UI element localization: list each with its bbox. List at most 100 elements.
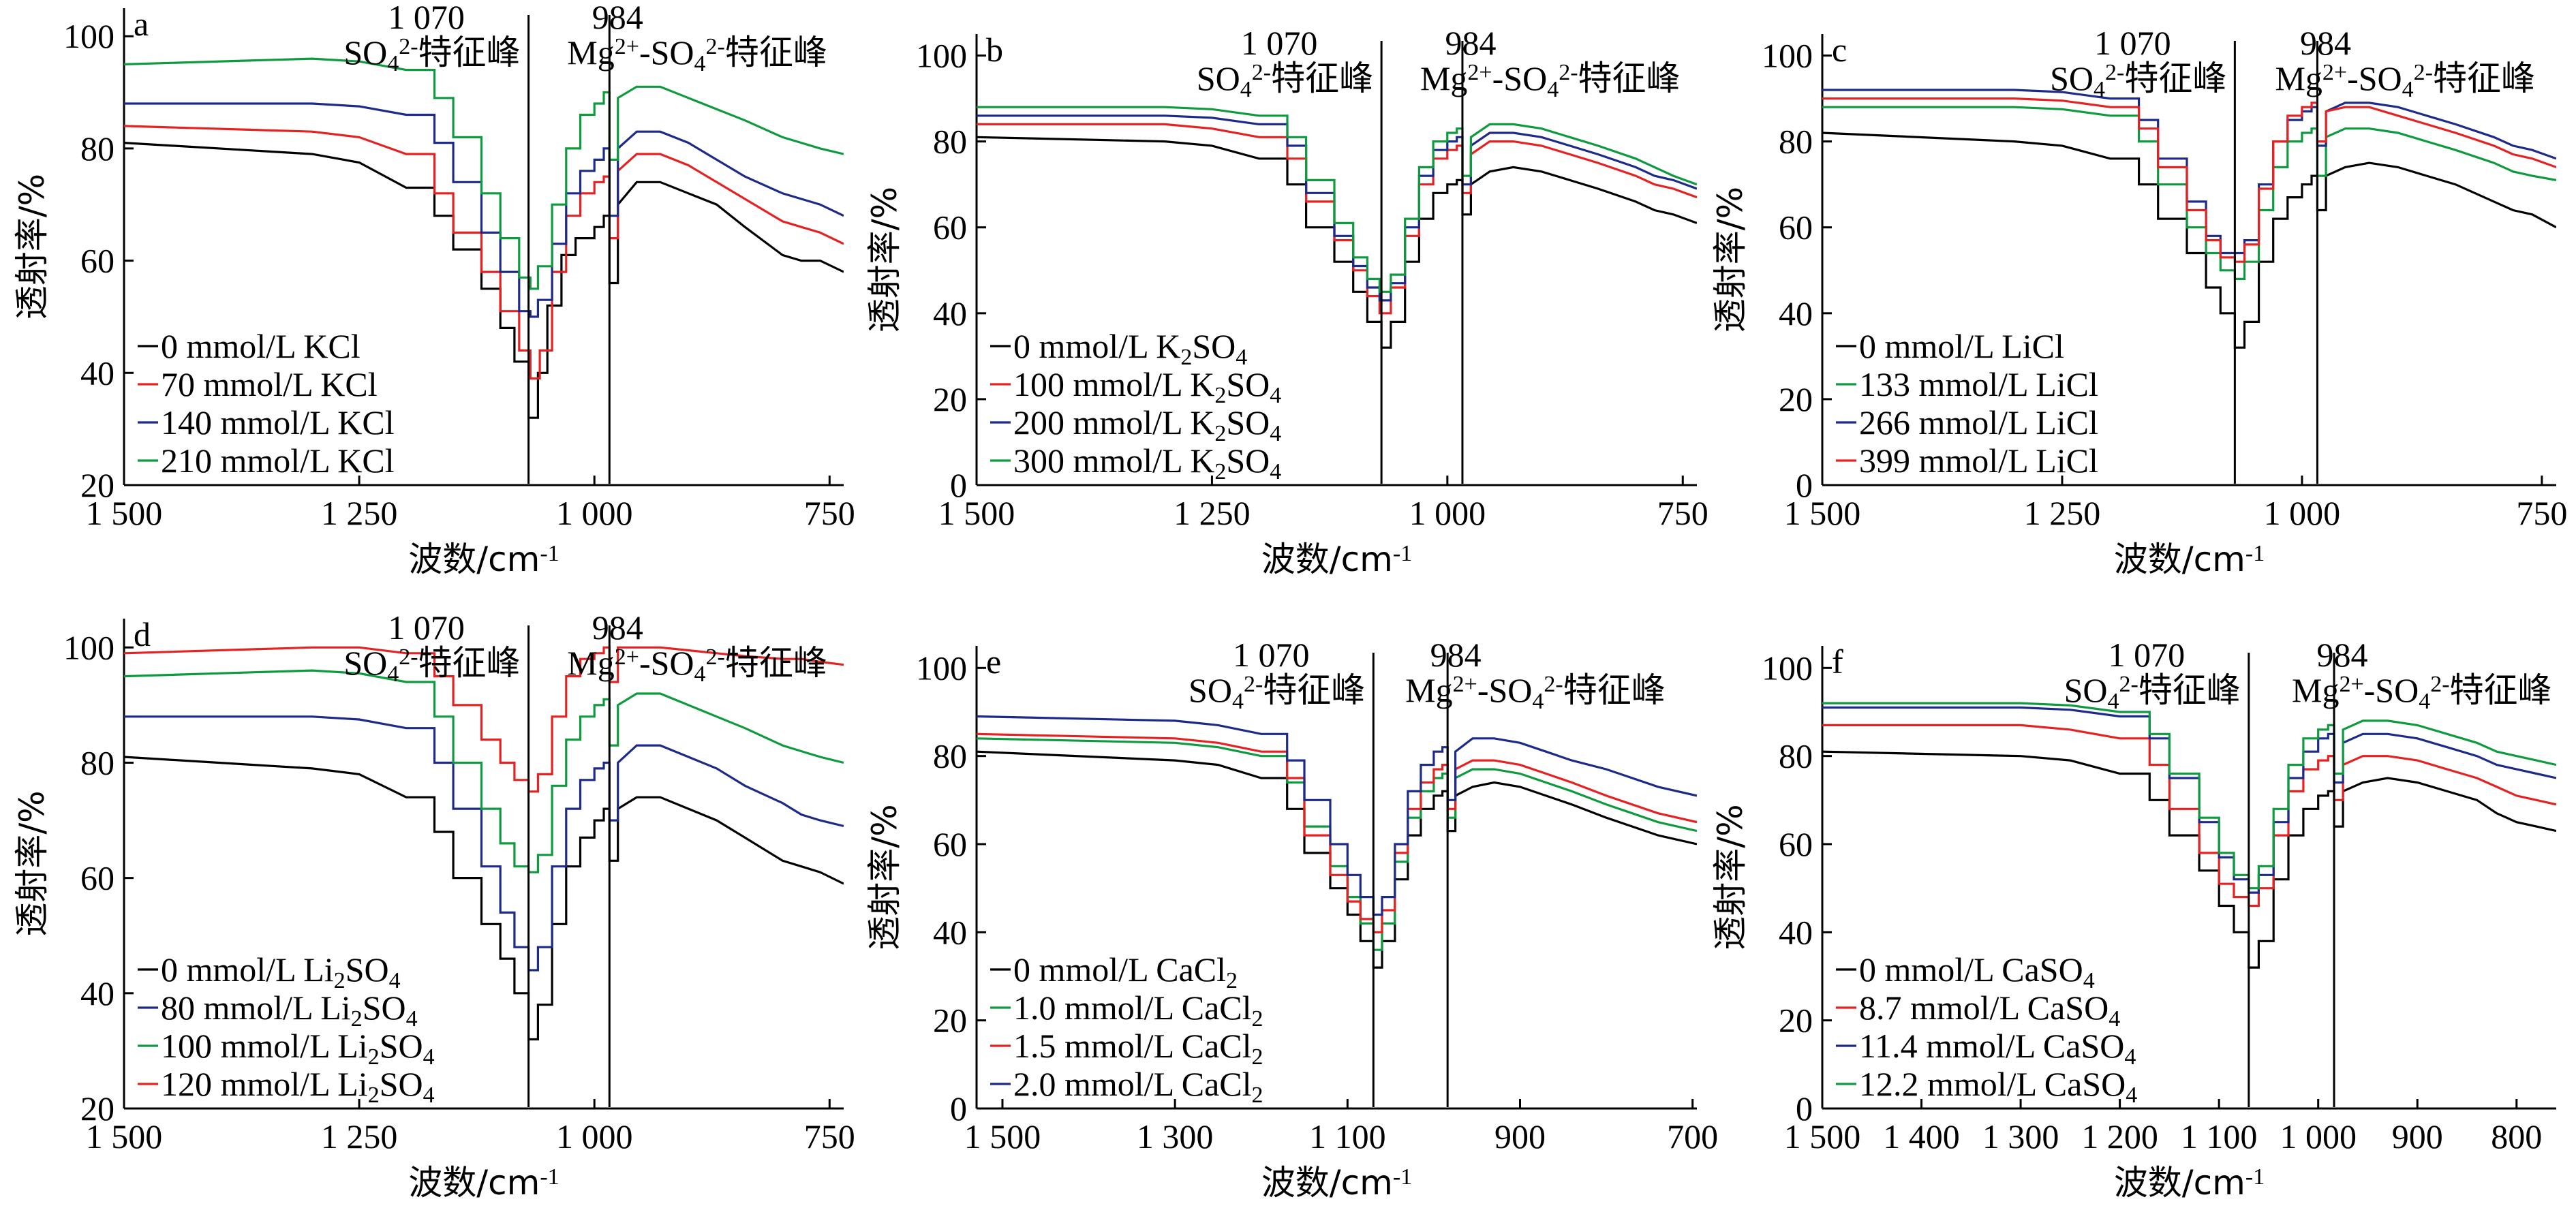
x-tick-label: 1 000: [556, 1117, 633, 1155]
x-tick-label: 1 000: [556, 494, 633, 532]
legend-entry: 300 mmol/L K2SO4: [1013, 441, 1281, 484]
series-line-2: [1822, 89, 2556, 255]
annotation-label: Mg2+-SO42-特征峰: [1420, 59, 1681, 102]
annotation-wavenumber: 984: [592, 608, 643, 647]
annotation-wavenumber: 984: [2316, 636, 2367, 674]
y-tick-label: 100: [916, 649, 967, 687]
panel-label: a: [134, 5, 149, 43]
x-tick-label: 1 000: [1409, 494, 1486, 532]
x-tick-label: 1 000: [2264, 494, 2341, 532]
x-tick-label: 1 500: [86, 1117, 163, 1155]
chart-panel-d: d 20 40 60 80 100 1 500 1 250 1 000 750 波数/cm-1 透射率…: [12, 608, 855, 1203]
legend-entry: 2.0 mmol/L CaCl2: [1013, 1065, 1263, 1108]
annotation-wavenumber: 1 070: [2094, 24, 2171, 62]
series-line-0: [124, 142, 844, 419]
y-tick-label: 80: [80, 743, 114, 781]
y-tick-label: 100: [916, 37, 967, 75]
y-tick-label: 40: [80, 354, 114, 392]
annotation-label: SO42-特征峰: [1189, 670, 1365, 714]
x-axis-label: 波数/cm-1: [2114, 1163, 2265, 1203]
y-tick-label: 40: [1779, 294, 1813, 332]
y-tick-label: 0: [1796, 1089, 1813, 1128]
series-line-2: [124, 102, 844, 318]
x-tick-label: 1 300: [1137, 1117, 1214, 1155]
y-axis-label: 透射率/%: [1711, 187, 1750, 332]
x-tick-label: 1 000: [2280, 1117, 2357, 1155]
x-tick-label: 1 500: [1784, 1117, 1861, 1155]
panel-label: d: [134, 615, 151, 653]
y-axis-label: 透射率/%: [865, 187, 904, 332]
x-tick-label: 900: [1494, 1117, 1546, 1155]
annotation-label: Mg2+-SO42-特征峰: [567, 643, 827, 687]
x-tick-label: 1 250: [321, 494, 398, 532]
series-line-1: [124, 125, 844, 380]
x-tick-label: 1 500: [1784, 494, 1861, 532]
legend-entry: 12.2 mmol/L CaSO4: [1859, 1065, 2137, 1108]
x-axis-label: 波数/cm-1: [1261, 540, 1412, 579]
chart-panel-f: f 0 20 40 60 80 100 1 500 1 400 1 300 1 200 1 100 1 …: [1711, 636, 2556, 1203]
series-line-1: [1822, 106, 2556, 280]
legend-entry: 200 mmol/L K2SO4: [1013, 403, 1281, 446]
annotation-label: SO42-特征峰: [1197, 59, 1373, 102]
legend-entry: 0 mmol/L KCl: [161, 327, 361, 365]
annotation-label: Mg2+-SO42-特征峰: [1405, 670, 1666, 714]
x-tick-label: 1 500: [964, 1117, 1041, 1155]
series-line-0: [977, 750, 1697, 969]
legend-entry: 120 mmol/L Li2SO4: [161, 1065, 435, 1108]
y-tick-label: 80: [1779, 737, 1813, 775]
x-tick-label: 1 300: [1982, 1117, 2059, 1155]
x-axis-label: 波数/cm-1: [2114, 540, 2265, 579]
legend-entry: 133 mmol/L LiCl: [1859, 365, 2098, 403]
x-axis-label: 波数/cm-1: [408, 1163, 559, 1203]
y-tick-label: 100: [63, 628, 114, 666]
y-axis-label: 透射率/%: [12, 174, 52, 320]
series-line-3: [977, 106, 1697, 293]
x-tick-label: 750: [804, 494, 855, 532]
legend-entry: 100 mmol/L K2SO4: [1013, 365, 1281, 408]
legend-entry: 0 mmol/L LiCl: [1859, 327, 2064, 365]
x-tick-label: 1 250: [2024, 494, 2101, 532]
y-tick-label: 20: [1779, 1002, 1813, 1040]
annotation-label: SO42-特征峰: [343, 643, 520, 687]
series-line-0: [977, 136, 1697, 349]
annotation-wavenumber: 1 070: [1233, 636, 1310, 674]
x-tick-label: 1 250: [1174, 494, 1251, 532]
x-axis-label: 波数/cm-1: [1261, 1163, 1412, 1203]
legend-entry: 1.5 mmol/L CaCl2: [1013, 1027, 1263, 1070]
x-tick-label: 750: [2516, 494, 2567, 532]
panel-label: c: [1832, 31, 1847, 69]
y-tick-label: 60: [80, 859, 114, 897]
chart-panel-a: a 20 40 60 80 100 1 500 1 250 1 000 750 波数/cm-1 透射率…: [12, 0, 855, 579]
legend-entry: 0 mmol/L CaCl2: [1013, 950, 1238, 993]
y-tick-label: 0: [950, 1089, 967, 1128]
y-tick-label: 40: [933, 913, 967, 951]
y-tick-label: 100: [1762, 37, 1813, 75]
annotation-label: Mg2+-SO42-特征峰: [2292, 670, 2552, 714]
annotation-wavenumber: 984: [2300, 24, 2351, 62]
y-tick-label: 60: [80, 242, 114, 280]
series-line-2: [1822, 706, 2556, 894]
x-tick-label: 1 200: [2081, 1117, 2158, 1155]
panel-label: f: [1832, 642, 1843, 681]
y-tick-label: 60: [933, 208, 967, 247]
y-axis-label: 透射率/%: [12, 790, 52, 936]
series-line-0: [124, 756, 844, 1041]
legend-entry: 70 mmol/L KCl: [161, 365, 378, 403]
series-line-2: [124, 669, 844, 873]
x-tick-label: 1 100: [2181, 1117, 2258, 1155]
x-tick-label: 1 100: [1309, 1117, 1386, 1155]
chart-panel-b: b 0 20 40 60 80 100 1 500 1 250 1 000 750 波数/cm-1 透射…: [865, 24, 1708, 579]
y-tick-label: 80: [80, 129, 114, 168]
x-tick-label: 1 500: [938, 494, 1015, 532]
y-tick-label: 100: [1762, 649, 1813, 687]
y-tick-label: 20: [933, 1002, 967, 1040]
series-line-3: [1822, 97, 2556, 263]
series-line-1: [124, 715, 844, 972]
x-tick-label: 750: [804, 1117, 855, 1155]
y-axis-label: 透射率/%: [1711, 804, 1750, 950]
x-tick-label: 800: [2491, 1117, 2542, 1155]
annotation-label: Mg2+-SO42-特征峰: [567, 33, 827, 76]
legend-entry: 1.0 mmol/L CaCl2: [1013, 989, 1263, 1031]
y-axis-label: 透射率/%: [865, 804, 904, 950]
